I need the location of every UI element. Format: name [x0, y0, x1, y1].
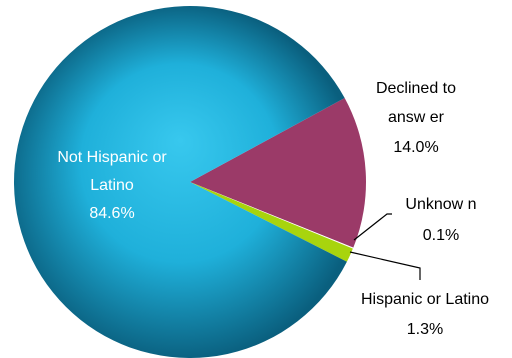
- label-name-line: Hispanic or Latino: [361, 291, 489, 308]
- leader-line-unknown: [353, 213, 392, 241]
- label-declined: Declined to answ er 14.0%: [376, 80, 456, 156]
- label-value: 14.0%: [393, 139, 438, 156]
- label-name-line: Unknow n: [405, 196, 476, 213]
- label-value: 0.1%: [423, 227, 459, 244]
- label-value: 84.6%: [89, 205, 134, 222]
- label-name-line: answ er: [388, 109, 445, 126]
- slice-unknown: [190, 182, 354, 249]
- label-not-hispanic: Not Hispanic or Latino 84.6%: [57, 149, 167, 222]
- pie-slices: [14, 6, 367, 358]
- label-hispanic: Hispanic or Latino 1.3%: [361, 291, 489, 338]
- slice-declined: [190, 98, 367, 248]
- leader-line-hispanic: [349, 251, 421, 280]
- label-name-line: Declined to: [376, 80, 456, 97]
- label-value: 1.3%: [407, 321, 443, 338]
- label-name-line: Latino: [90, 177, 134, 194]
- label-unknown: Unknow n 0.1%: [405, 196, 476, 244]
- slice-not-hispanic: [14, 6, 347, 358]
- slice-hispanic: [190, 182, 353, 262]
- label-name-line: Not Hispanic or: [57, 149, 167, 166]
